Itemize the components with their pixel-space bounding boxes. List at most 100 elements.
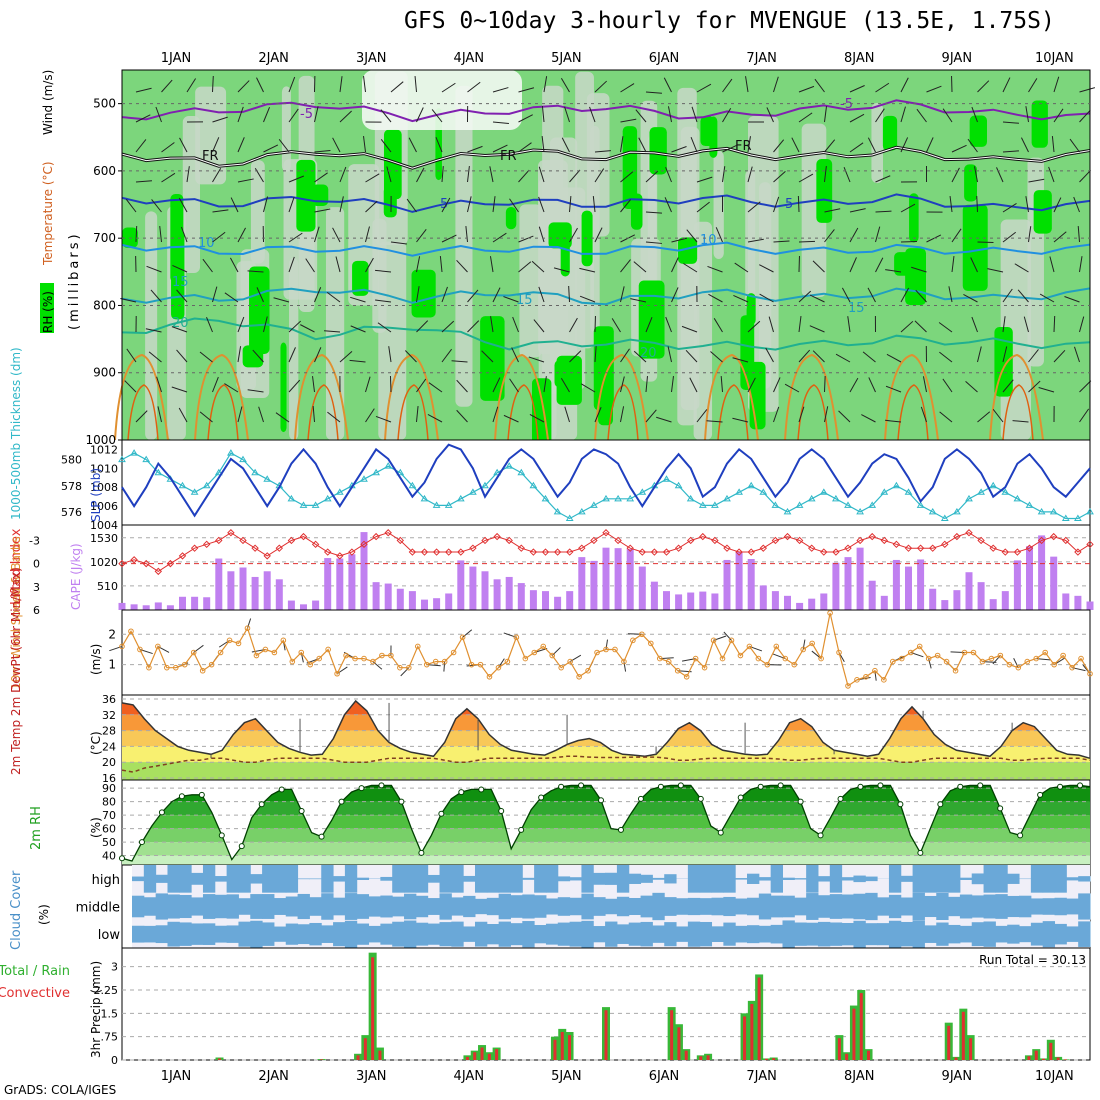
wind-barb: [518, 87, 535, 93]
wind10-point: [504, 658, 511, 665]
wind-barb: [441, 286, 448, 303]
wind10-point: [1087, 670, 1093, 677]
wind-barb: [1039, 293, 1055, 303]
wind-barb: [976, 195, 978, 213]
cape-bar: [179, 596, 186, 610]
precip-conv-bar: [553, 1039, 557, 1060]
wind10-point: [397, 664, 403, 671]
wind-barb: [326, 291, 341, 303]
thickness-point: [263, 475, 272, 482]
wind-barb: [663, 77, 672, 93]
wind-barb: [406, 198, 417, 213]
cloud-cell: [534, 865, 547, 893]
wind-barb: [849, 227, 859, 243]
rh2m-point: [877, 782, 884, 789]
wind-barb: [798, 290, 812, 303]
precip-conv-bar: [480, 1047, 484, 1060]
li-point: [336, 552, 344, 560]
isotherm-label: FR: [202, 149, 219, 164]
cloud-cell: [735, 925, 748, 943]
cloud-cell: [758, 925, 772, 943]
wind-barb: [798, 406, 805, 423]
cape-bar: [203, 597, 211, 610]
cloud-cell: [1054, 923, 1067, 945]
warm-contour: [704, 353, 759, 441]
cloud-cell: [557, 897, 571, 916]
thickness-point: [529, 481, 538, 489]
wind-barb: [645, 376, 648, 393]
cloud-cell: [132, 895, 145, 918]
wind10-point: [612, 646, 618, 653]
wind-barb: [247, 389, 264, 393]
wind-barb: [1023, 316, 1029, 333]
li-point: [251, 544, 259, 552]
cape-bar: [433, 598, 441, 610]
cloud-cell: [758, 893, 772, 920]
wind-barb: [579, 267, 596, 273]
wind-barb: [135, 225, 138, 243]
cloud-cell: [853, 920, 866, 948]
wind-barb: [339, 76, 343, 93]
isotherm-label: 5: [785, 197, 793, 212]
cape-bar: [1074, 595, 1082, 610]
warm-contour: [784, 353, 839, 441]
cape-bar: [348, 554, 356, 610]
cloud-cell: [404, 865, 417, 893]
cloud-cell: [687, 865, 701, 893]
cape-bar: [759, 585, 767, 610]
wind-barb: [377, 322, 392, 333]
cloud-cell: [238, 898, 251, 915]
wind-barb: [390, 81, 404, 93]
cloud-cell: [1007, 873, 1020, 884]
rh-swatch: [40, 283, 54, 333]
precip-conv-bar: [465, 1056, 469, 1060]
wind-barb: [1002, 77, 1011, 93]
wind-barb: [594, 407, 602, 423]
wind-barb: [518, 114, 533, 123]
rh-dry-band: [145, 211, 158, 440]
precip-conv-bar: [1027, 1056, 1031, 1060]
wind10-point: [226, 637, 233, 644]
wind-barb: [339, 351, 353, 363]
date-label-top: 3JAN: [356, 51, 387, 66]
cape-bar: [396, 588, 404, 610]
cape-bar: [602, 547, 610, 610]
cloud-cell: [143, 925, 157, 943]
date-label-bottom: 7JAN: [746, 1069, 777, 1084]
cloud-cell: [1019, 926, 1032, 943]
thickness-point: [1061, 514, 1070, 521]
li-point: [662, 548, 671, 556]
wind10-point: [370, 658, 376, 665]
cloud-cell: [664, 922, 677, 947]
wind-barb: [365, 257, 374, 273]
wind-barb: [180, 226, 188, 243]
wind-barb: [809, 294, 825, 303]
precip-conv-bar: [218, 1058, 222, 1060]
wind-barb: [667, 106, 672, 123]
cloud-cell: [593, 897, 606, 916]
rh-moist-band: [969, 115, 988, 147]
cloud-cell: [735, 898, 748, 915]
precip-conv-bar: [764, 1058, 768, 1060]
li-point: [493, 532, 501, 541]
li-point: [396, 536, 405, 545]
wind10-point: [952, 667, 959, 674]
wind-barb: [620, 136, 624, 153]
wind-barb: [1028, 226, 1032, 243]
rh2m-point: [1037, 791, 1044, 798]
wind-barb: [633, 350, 647, 363]
wind-barb: [611, 318, 621, 333]
chart-title: GFS 0~10day 3-hourly for MVENGUE (13.5E,…: [404, 8, 1055, 34]
cape-bar: [118, 602, 126, 610]
thickness-point: [384, 462, 393, 469]
li-point: [287, 536, 296, 545]
precip-conv-bar: [859, 993, 863, 1060]
thickness-point: [965, 494, 973, 502]
wind-barb: [798, 349, 811, 363]
wind10-point: [737, 652, 744, 659]
cloud-cell: [640, 921, 653, 947]
wind-barb: [951, 144, 967, 153]
cape-bar: [917, 559, 925, 610]
wind10-point: [1033, 655, 1040, 662]
cloud-cell: [557, 876, 571, 882]
